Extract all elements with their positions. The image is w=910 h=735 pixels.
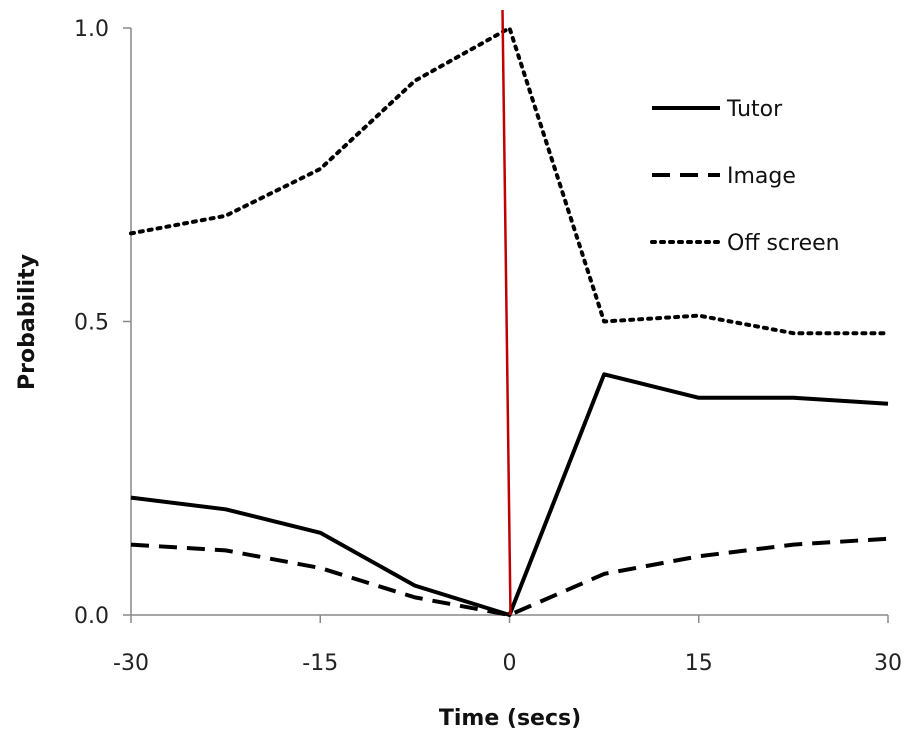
y-tick-label: 1.0 [74, 17, 109, 42]
annotations [501, 9, 512, 616]
event-marker-line [501, 9, 512, 616]
x-tick-label: -30 [113, 651, 149, 676]
x-tick-label: 15 [685, 651, 713, 676]
x-tick-label: 0 [503, 651, 517, 676]
series-line-image [130, 536, 889, 617]
x-axis-title: Time (secs) [439, 706, 581, 731]
ticks: -30 -15 0 15 30 0.0 0.5 1.0 [74, 17, 902, 676]
legend-label-tutor: Tutor [726, 97, 783, 122]
series-line-off-screen [129, 26, 890, 336]
y-tick-label: 0.5 [74, 311, 109, 336]
legend-label-image: Image [727, 164, 796, 189]
x-tick-label: 30 [874, 651, 902, 676]
x-tick-label: -15 [302, 651, 338, 676]
y-tick-label: 0.0 [74, 604, 109, 629]
legend: Tutor Image Off screen [650, 97, 840, 256]
legend-label-off-screen: Off screen [727, 231, 840, 256]
y-axis-title: Probability [15, 254, 40, 390]
